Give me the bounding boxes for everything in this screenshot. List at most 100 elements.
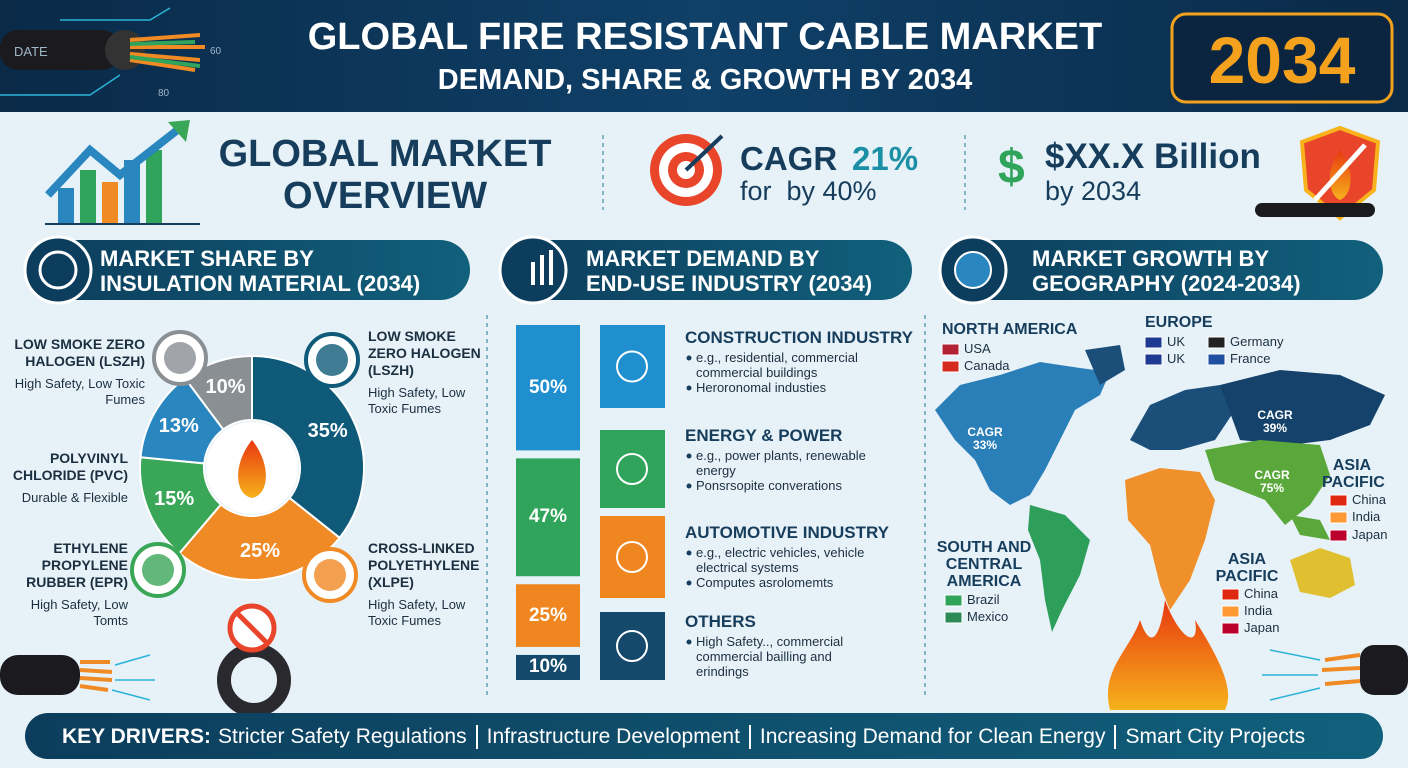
region-name: SOUTH AND CENTRAL AMERICA xyxy=(936,539,1032,590)
region-name: ASIA PACIFIC xyxy=(1322,457,1385,491)
driver: Infrastructure Development xyxy=(475,725,749,749)
market-size-note: by 2034 xyxy=(1045,176,1142,206)
material-icon xyxy=(316,344,348,376)
segment-label: 15% xyxy=(154,487,195,510)
flag xyxy=(1329,511,1348,524)
material-icon xyxy=(314,559,346,591)
bullet xyxy=(686,355,692,361)
cagr-map-value: 75% xyxy=(1259,481,1285,495)
material-icon xyxy=(142,554,174,586)
flag xyxy=(941,360,960,373)
bullet xyxy=(686,639,692,645)
industry-bullet: High Safety.., commercial commercial bai… xyxy=(696,634,844,679)
industry-name: CONSTRUCTION INDUSTRY xyxy=(685,328,913,347)
section-title: MARKET GROWTH BY xyxy=(1032,246,1270,271)
driver: Smart City Projects xyxy=(1114,725,1314,749)
overview-title: GLOBAL MARKET xyxy=(218,133,552,175)
flag xyxy=(944,611,963,624)
industry-icon-box xyxy=(600,325,665,408)
segment-label: 25% xyxy=(240,539,281,562)
industry-name: OTHERS xyxy=(685,612,756,631)
donut-center xyxy=(206,422,298,514)
section-title: MARKET DEMAND BY xyxy=(586,246,820,271)
country-name: India xyxy=(1244,603,1273,618)
flag xyxy=(1329,529,1348,542)
donut-segment xyxy=(139,456,223,555)
flag xyxy=(1207,353,1226,366)
industry-bullet: Ponsrsopite converations xyxy=(696,478,842,493)
world-map xyxy=(935,345,1385,632)
flag xyxy=(1221,622,1240,635)
cagr-map-value: 39% xyxy=(1262,421,1288,435)
country-name: Japan xyxy=(1244,620,1280,635)
fire-decoration xyxy=(1107,600,1408,710)
bullet xyxy=(686,580,692,586)
drivers-row: Stricter Safety Regulations Infrastructur… xyxy=(218,725,1314,749)
material-name: LOW SMOKE ZERO HALOGEN (LSZH) xyxy=(14,336,145,369)
industry-bullet: e.g., electric vehicles, vehicle electri… xyxy=(696,545,865,575)
region-name: NORTH AMERICA xyxy=(942,321,1078,338)
country-name: India xyxy=(1352,509,1381,524)
year-badge xyxy=(1170,12,1394,104)
flag xyxy=(1221,588,1240,601)
cagr-map-label: CAGR xyxy=(1257,408,1293,422)
donut-segment xyxy=(177,496,341,581)
dollar-icon: $ xyxy=(998,141,1025,194)
cagr-map-value: 33% xyxy=(972,438,998,452)
shield-icon xyxy=(1255,125,1381,221)
country-name: Japan xyxy=(1352,527,1388,542)
cagr-note: for by 40% xyxy=(740,176,877,206)
material-note: High Safety, Low Toxic Fumes xyxy=(14,376,145,407)
demand-label: 25% xyxy=(528,604,568,626)
demand-label: 50% xyxy=(528,376,568,398)
industry-icon-box xyxy=(600,612,665,680)
demand-label: 10% xyxy=(528,656,568,678)
flag xyxy=(944,594,963,607)
country-name: France xyxy=(1230,351,1271,366)
footer-label: KEY DRIVERS: xyxy=(62,725,211,748)
cagr-map-label: CAGR xyxy=(1254,468,1290,482)
region-name: EUROPE xyxy=(1145,314,1213,331)
flag xyxy=(1329,494,1348,507)
country-name: USA xyxy=(964,341,991,356)
industry-bullet: Computes asrolomemts xyxy=(696,575,834,590)
industry-icon xyxy=(616,350,648,383)
demand-bar xyxy=(516,584,580,647)
country-name: Brazil xyxy=(967,592,1000,607)
subtitle: DEMAND, SHARE & GROWTH BY 2034 xyxy=(437,64,973,96)
industry-bullet: e.g., power plants, renewable energy xyxy=(696,448,866,478)
material-note: Durable & Flexible xyxy=(21,490,128,505)
bullet xyxy=(686,550,692,556)
target-icon xyxy=(650,134,724,206)
bullet xyxy=(686,385,692,391)
section-title: GEOGRAPHY (2024-2034) xyxy=(1032,271,1301,296)
industry-bullet: Heroronomal industies xyxy=(696,380,827,395)
cagr-value: 21% xyxy=(852,140,919,177)
material-note: High Safety, Low Tomts xyxy=(30,597,128,628)
cable-text: 60 xyxy=(210,46,222,57)
cable-text: 80 xyxy=(158,88,170,99)
material-icon xyxy=(164,342,196,374)
cagr-map-label: CAGR xyxy=(967,425,1003,439)
country-name: UK xyxy=(1167,351,1186,366)
industry-bullet: e.g., residential, commercial commercial… xyxy=(696,350,858,380)
driver: Increasing Demand for Clean Energy xyxy=(748,725,1115,749)
demand-bar xyxy=(516,325,580,451)
material-note: High Safety, Low Toxic Fumes xyxy=(368,597,466,628)
market-size: $XX.X Billion xyxy=(1045,137,1261,176)
industry-icon xyxy=(616,630,648,662)
title: GLOBAL FIRE RESISTANT CABLE MARKET xyxy=(307,16,1103,58)
material-name: POLYVINYL CHLORIDE (PVC) xyxy=(12,450,128,483)
segment-label: 35% xyxy=(307,419,348,442)
industry-icon xyxy=(616,453,648,485)
country-name: Mexico xyxy=(967,609,1009,624)
segment-label: 13% xyxy=(158,414,199,437)
section-title: END-USE INDUSTRY (2034) xyxy=(586,271,873,296)
cagr-label: CAGR xyxy=(740,140,838,177)
cable-text: DATE xyxy=(14,44,48,59)
flag xyxy=(1144,336,1163,349)
section-title: INSULATION MATERIAL (2034) xyxy=(100,271,421,296)
industry-icon xyxy=(616,541,648,573)
